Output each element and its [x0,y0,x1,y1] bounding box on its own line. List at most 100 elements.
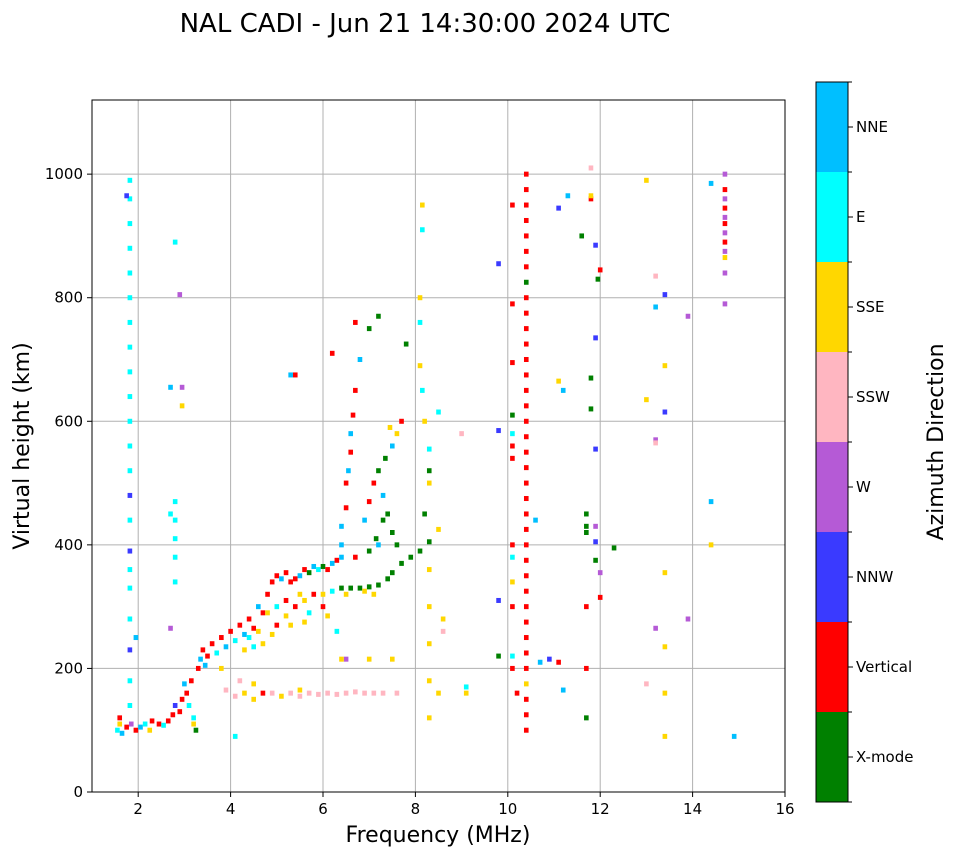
point-vertical [165,718,171,724]
point-e [127,703,133,708]
point-vertical [523,588,529,594]
point-ssw [380,690,386,696]
point-vertical [722,221,728,227]
point-x-mode [588,406,594,412]
point-sse [426,678,432,684]
point-vertical [523,217,529,223]
grid [92,100,785,792]
point-w [722,248,728,254]
point-vertical [523,696,529,702]
point-e [251,644,256,650]
point-sse [420,202,425,208]
point-sse [390,656,395,662]
point-vertical [325,567,330,573]
point-sse [523,681,529,687]
point-vertical [399,418,404,424]
point-vertical [265,591,270,597]
point-vertical [209,641,215,647]
point-vertical [523,341,529,347]
point-vertical [274,622,280,628]
point-x-mode [366,584,372,590]
point-e [232,638,238,644]
point-x-mode [376,582,381,588]
point-e [127,245,133,251]
point-nne [182,681,187,687]
point-vertical [177,709,183,715]
point-vertical [722,187,728,193]
point-e [214,650,220,656]
x-tick-label: 6 [318,800,328,818]
point-nne [653,304,658,310]
point-e [246,635,252,641]
x-tick-label: 8 [411,800,421,818]
point-vertical [523,403,529,409]
colorbar-swatch [816,172,848,262]
point-nne [533,517,538,523]
point-sse [426,567,432,573]
point-e [127,196,133,202]
colorbar-swatch [816,82,848,172]
colorbar-tick-label: X-mode [856,748,913,766]
point-vertical [200,647,206,653]
y-tick-label: 800 [54,289,83,307]
point-vertical [523,387,529,393]
point-ssw [644,681,649,687]
y-tick-label: 200 [54,659,83,677]
point-e [127,616,133,622]
colorbar-tick-label: SSW [856,388,890,406]
point-sse [662,363,668,369]
point-vertical [510,360,515,366]
point-sse [320,591,326,597]
point-nne [311,563,317,569]
point-vertical [228,628,233,634]
point-sse [708,542,714,548]
point-x-mode [394,542,400,548]
point-sse [191,721,196,727]
point-sse [426,480,432,486]
point-vertical [371,480,377,486]
point-e [186,703,192,708]
point-nnw [496,428,501,434]
point-x-mode [523,279,529,285]
y-tick-label: 400 [54,536,83,554]
point-x-mode [593,557,598,563]
point-nne [133,635,139,641]
point-nnw [496,261,501,267]
chart-title: NAL CADI - Jun 21 14:30:00 2024 UTC [180,9,671,39]
point-x-mode [579,233,585,239]
point-e [232,733,238,739]
point-vertical [523,171,529,177]
point-vertical [523,727,529,733]
point-sse [283,613,289,619]
point-vertical [584,604,589,610]
point-w [179,384,185,390]
x-tick-label: 2 [133,800,143,818]
point-nnw [547,656,552,662]
point-vertical [523,635,529,641]
x-tick-label: 10 [498,800,517,818]
point-vertical [292,604,298,610]
point-x-mode [426,468,432,474]
point-sse [644,397,649,403]
point-x-mode [496,653,501,659]
point-sse [436,526,441,532]
point-sse [279,693,284,699]
colorbar-tick-label: NNW [856,568,893,586]
point-sse [422,418,427,424]
point-ssw [588,165,594,171]
point-sse [251,681,256,687]
point-vertical [597,267,603,273]
point-sse [362,588,367,594]
point-ssw [459,431,464,437]
point-sse [644,177,649,183]
y-tick-label: 600 [54,412,83,430]
point-vertical [523,650,529,656]
point-vertical [510,443,515,449]
point-nne [297,573,303,579]
point-vertical [523,573,529,579]
point-sse [366,656,372,662]
point-nnw [127,492,133,498]
point-x-mode [584,511,589,517]
point-vertical [523,357,529,362]
point-e [172,499,178,505]
